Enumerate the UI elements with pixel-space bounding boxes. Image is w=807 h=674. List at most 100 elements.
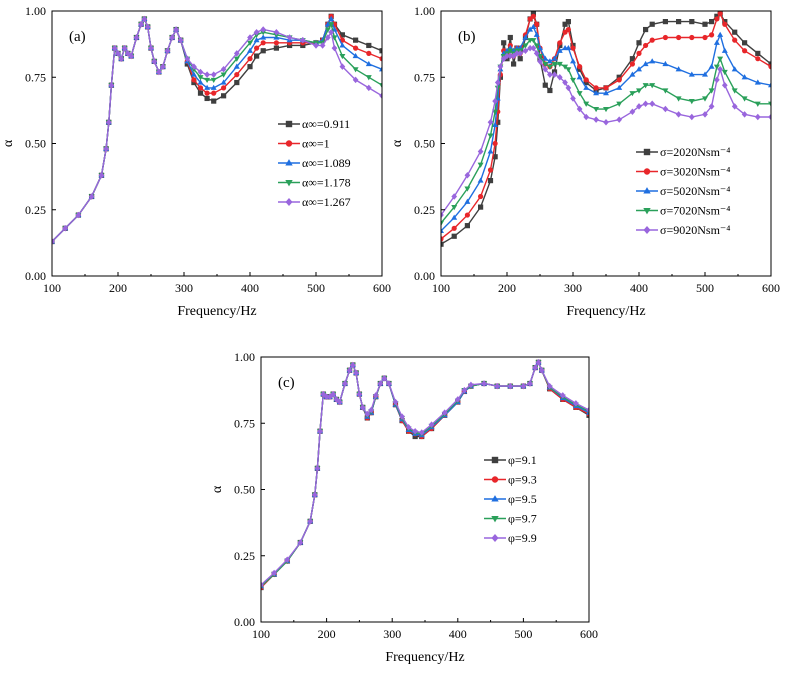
series-1-5 <box>52 15 382 245</box>
data-point <box>451 233 457 239</box>
data-point <box>533 43 540 49</box>
data-point <box>273 40 279 46</box>
x-tick-label: 600 <box>373 281 391 295</box>
data-point <box>702 111 708 118</box>
data-point <box>507 52 514 60</box>
data-point <box>339 32 345 38</box>
data-point <box>542 61 549 68</box>
data-point <box>328 28 335 36</box>
data-point <box>492 121 499 128</box>
data-point <box>570 77 576 84</box>
data-point <box>702 34 708 41</box>
data-point <box>702 71 708 77</box>
data-point <box>441 236 444 242</box>
data-point <box>273 45 279 51</box>
data-point <box>204 84 211 90</box>
data-point <box>339 63 346 70</box>
data-point <box>247 34 253 41</box>
legend-marker <box>285 140 293 147</box>
data-point <box>603 85 609 91</box>
data-point <box>379 83 382 89</box>
data-point <box>197 68 204 76</box>
data-point <box>546 382 553 390</box>
data-point <box>133 34 140 41</box>
data-point <box>576 105 583 113</box>
data-point <box>412 427 419 435</box>
data-point <box>191 63 197 70</box>
data-point <box>741 74 748 80</box>
data-point <box>328 22 335 28</box>
y-tick-label: 1.00 <box>234 350 255 364</box>
data-point <box>197 90 204 96</box>
data-point <box>551 55 558 61</box>
data-point <box>527 44 533 52</box>
data-point <box>565 67 572 73</box>
x-tick-label: 400 <box>449 627 467 641</box>
data-point <box>556 74 563 81</box>
data-point <box>353 37 359 43</box>
data-point <box>364 410 371 418</box>
data-point <box>662 60 669 67</box>
data-point <box>356 390 363 398</box>
data-point <box>642 83 649 89</box>
data-point <box>317 427 323 435</box>
data-point <box>177 36 184 44</box>
x-tick-label: 400 <box>630 281 648 295</box>
data-point <box>464 212 470 218</box>
data-point <box>412 433 418 440</box>
data-point <box>768 113 771 121</box>
data-point <box>339 42 346 48</box>
data-point <box>501 40 507 46</box>
data-point <box>494 382 501 390</box>
data-point <box>570 45 576 51</box>
data-point <box>643 42 649 49</box>
data-point <box>260 26 267 33</box>
data-point <box>169 34 175 41</box>
data-point <box>88 193 95 200</box>
data-point <box>557 42 563 49</box>
data-point <box>451 193 458 200</box>
data-point <box>342 380 348 387</box>
data-point <box>603 119 609 126</box>
y-tick-label: 0.75 <box>414 70 435 84</box>
x-tick-label: 300 <box>564 281 582 295</box>
data-point <box>534 21 540 27</box>
data-point <box>52 238 55 245</box>
legend-label: φ=9.9 <box>508 531 537 545</box>
data-point <box>151 58 158 65</box>
data-point <box>392 398 399 406</box>
data-point <box>616 101 623 107</box>
data-point <box>164 47 171 54</box>
data-point <box>233 50 240 57</box>
data-point <box>583 113 590 121</box>
data-point <box>210 77 217 84</box>
data-point <box>368 406 375 414</box>
data-point <box>649 37 655 43</box>
data-point <box>461 386 468 394</box>
series-3-5 <box>261 359 589 589</box>
data-point <box>577 66 583 72</box>
data-point <box>210 84 217 90</box>
data-point <box>287 42 293 49</box>
y-tick-label: 0.00 <box>414 269 435 283</box>
x-tick-label: 100 <box>252 627 270 641</box>
data-point <box>532 364 539 371</box>
data-point <box>507 48 514 54</box>
data-point <box>551 61 558 68</box>
data-point <box>721 69 728 76</box>
series-line <box>261 360 589 588</box>
data-point <box>546 64 553 70</box>
data-point <box>511 61 517 67</box>
data-point <box>339 53 346 60</box>
data-point <box>211 98 217 104</box>
data-point <box>629 108 636 115</box>
data-point <box>221 85 227 91</box>
data-point <box>709 32 715 38</box>
data-point <box>254 45 260 51</box>
data-point <box>197 75 204 81</box>
data-point <box>115 50 121 57</box>
data-point <box>98 172 105 179</box>
data-point <box>497 63 504 70</box>
data-point <box>441 241 444 247</box>
data-point <box>709 19 715 25</box>
